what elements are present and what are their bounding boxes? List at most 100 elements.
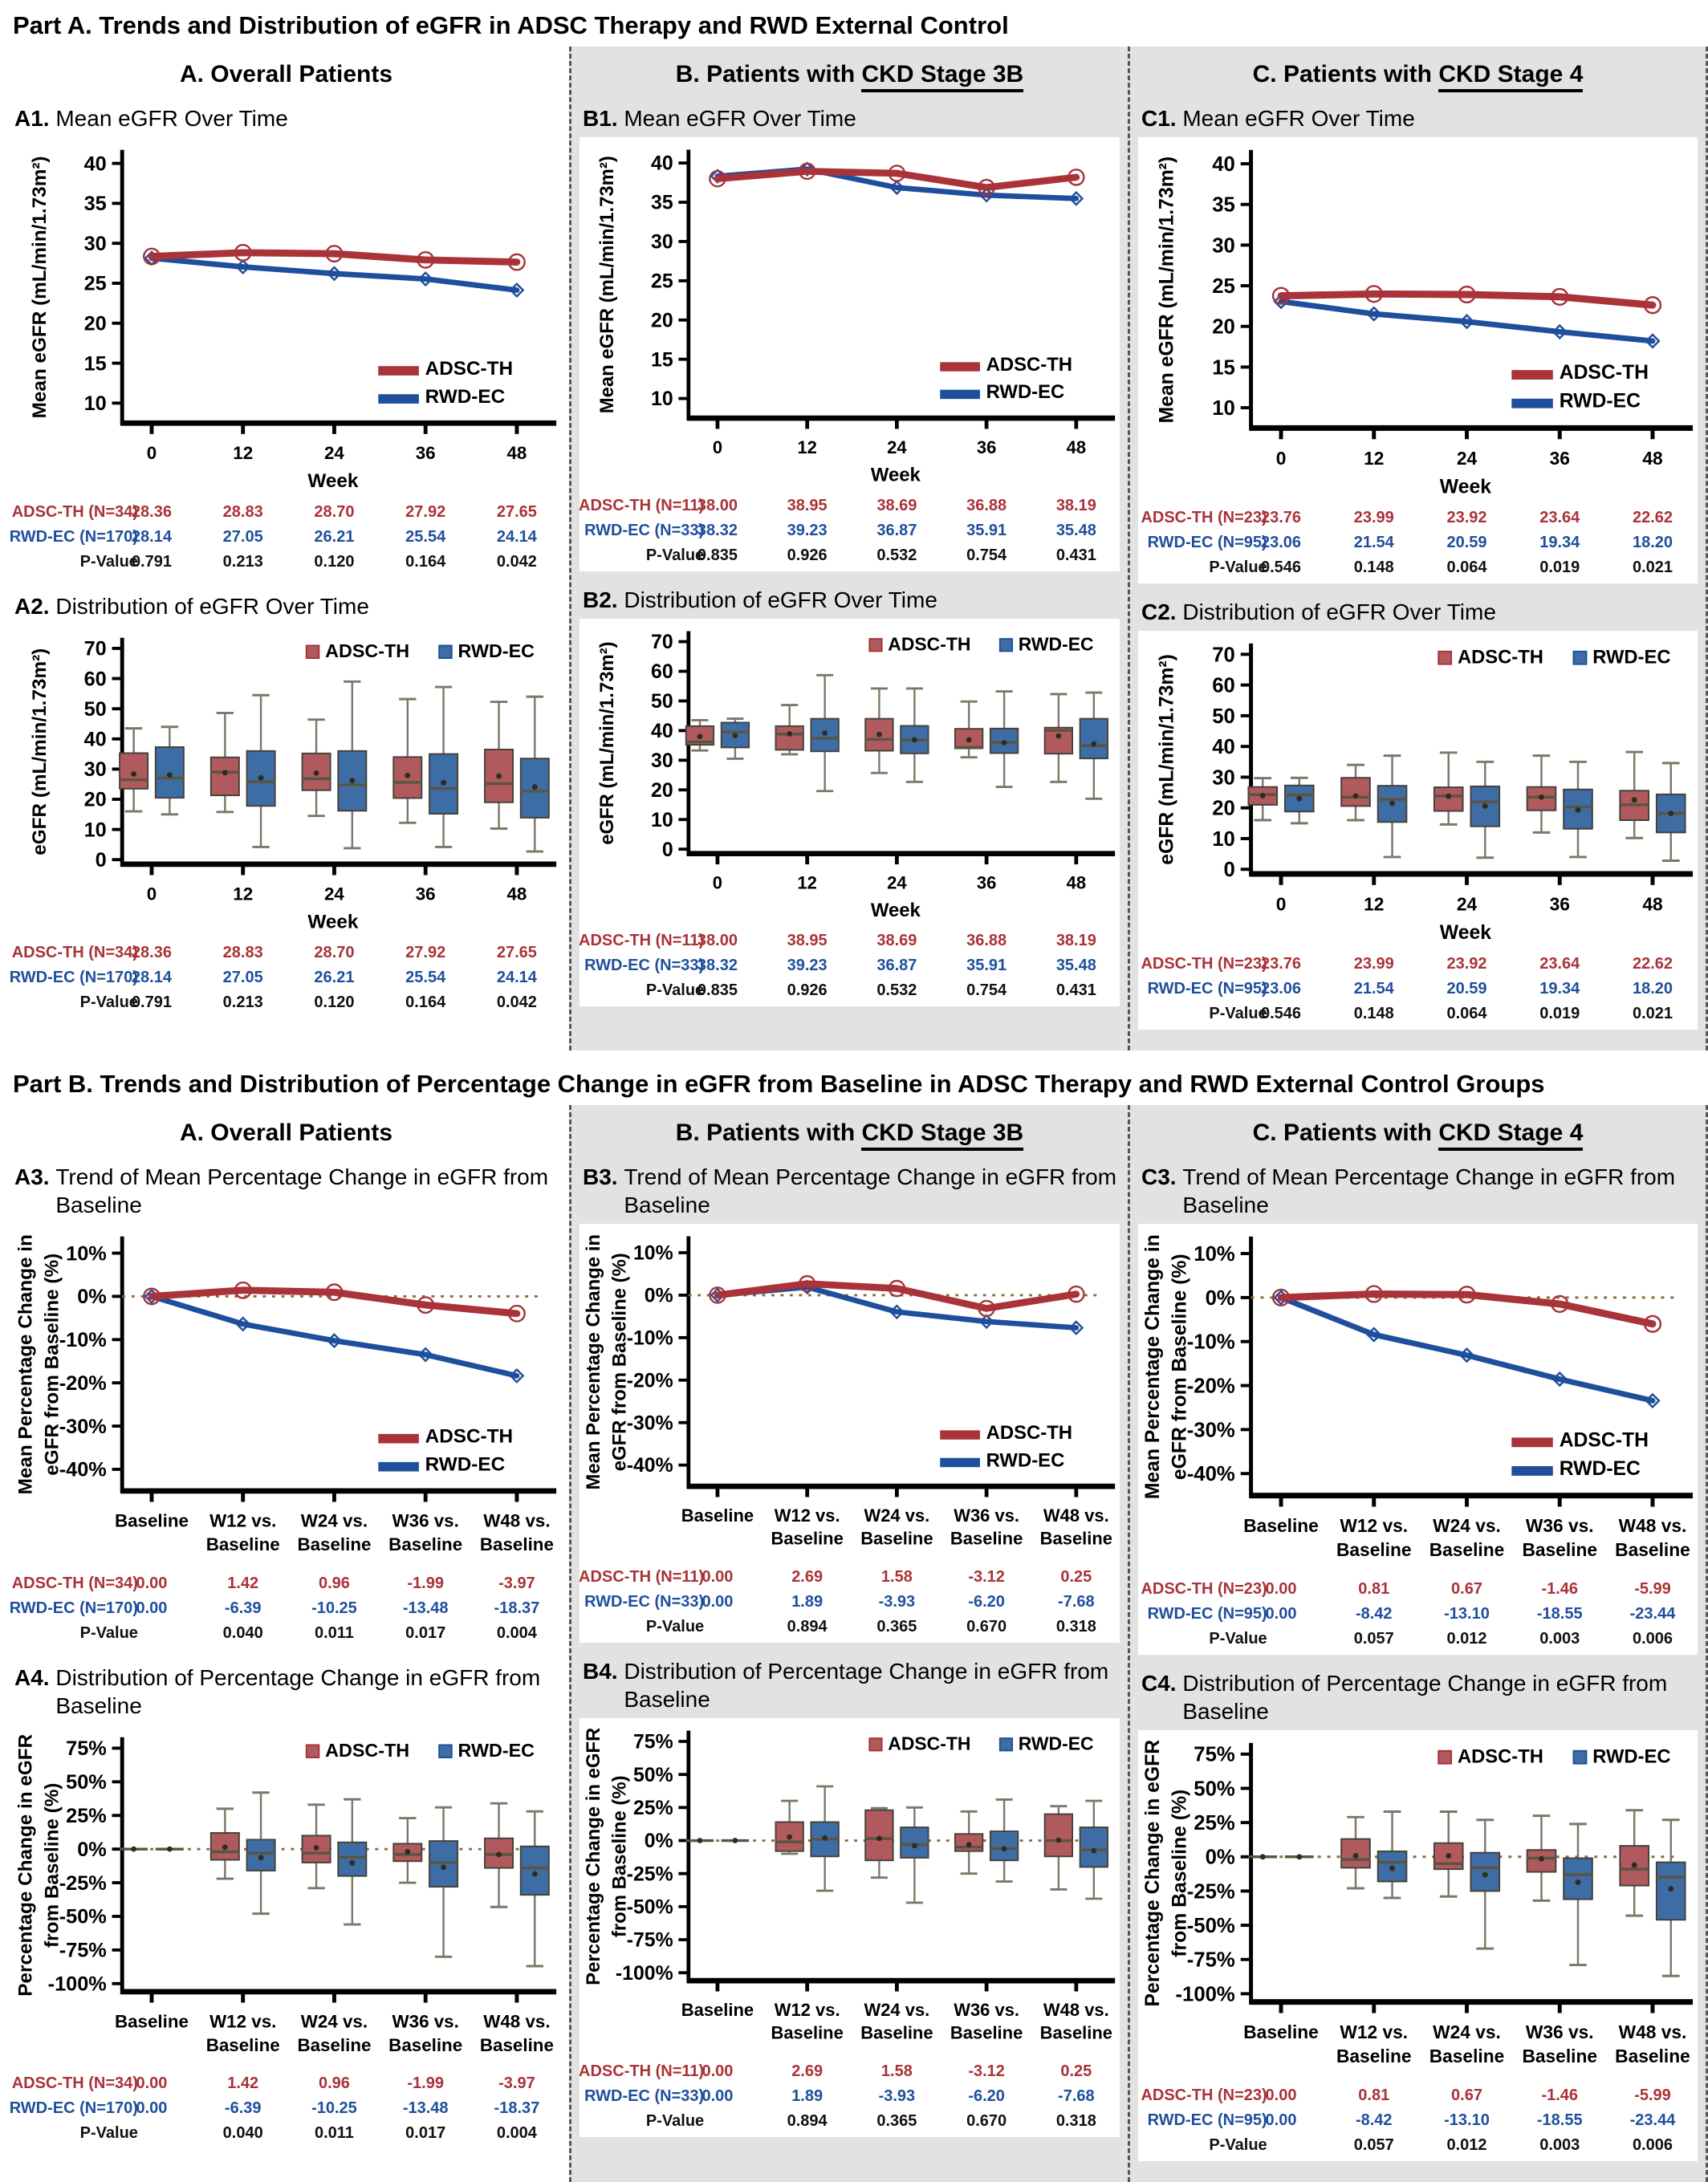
svg-text:from Baseline (%): from Baseline (%)	[41, 1782, 63, 1947]
panel-title: Mean eGFR Over Time	[624, 106, 856, 131]
svg-text:70: 70	[84, 637, 107, 660]
series-ADSC-TH	[143, 243, 526, 271]
table-cell-value: 36.88	[966, 932, 1007, 950]
svg-text:-25%: -25%	[59, 1871, 107, 1894]
svg-text:48: 48	[1642, 448, 1662, 469]
table-cell-value: -18.55	[1536, 2111, 1583, 2129]
table-row: RWD-EC (N=95) 0.00 -8.42 -13.10 -18.55 -23.44	[1140, 2108, 1696, 2133]
svg-text:50%: 50%	[66, 1771, 107, 1794]
table-cell-value: -3.12	[968, 2062, 1005, 2080]
svg-text:W12 vs.: W12 vs.	[775, 1506, 840, 1526]
table-cell-value: 27.92	[405, 502, 446, 521]
table-cell-value: 35.48	[1055, 957, 1096, 975]
table-cell-value: 0.546	[1260, 559, 1302, 577]
svg-text:-100%: -100%	[48, 1973, 107, 1995]
table-cell-value: 0.670	[966, 1618, 1007, 1636]
table-cell-value: 25.54	[405, 968, 446, 986]
table-cell-value: 0.791	[131, 552, 172, 571]
svg-text:-20%: -20%	[627, 1371, 673, 1392]
data-point-marker	[1271, 1289, 1291, 1307]
svg-text:ADSC-TH: ADSC-TH	[986, 1422, 1072, 1444]
y-axis: 10% 0% -10% -20% -30% -40%	[1187, 1237, 1254, 1499]
boxes-RWD-EC	[1283, 754, 1686, 863]
data-table-C3: ADSC-TH (N=23) 0.00 0.81 0.67 -1.46 -5.99 RWD-…	[1140, 1577, 1696, 1652]
svg-text:36: 36	[1550, 448, 1570, 469]
y-axis-label: Mean Percentage Change in eGFR from Basel…	[14, 1235, 63, 1495]
svg-text:W24 vs.: W24 vs.	[301, 1511, 368, 1531]
table-cell-value: 0.213	[222, 552, 263, 571]
table-cell-value: 35.91	[966, 957, 1007, 975]
table-row: ADSC-TH (N=11) 38.00 38.95 38.69 36.88 38.19	[579, 494, 1118, 518]
table-cell-value: 28.36	[131, 502, 172, 521]
y-axis: 70 60 50 40 30 20 10 0	[84, 637, 124, 872]
svg-text:eGFR (mL/min/1.73m²): eGFR (mL/min/1.73m²)	[1157, 655, 1178, 866]
svg-text:ADSC-TH: ADSC-TH	[1458, 1746, 1543, 1768]
table-row: RWD-EC (N=33) 0.00 1.89 -3.93 -6.20 -7.68	[581, 1590, 1118, 1615]
table-cell-value: 0.00	[136, 1574, 168, 1592]
svg-text:50%: 50%	[1194, 1778, 1235, 1800]
svg-text:ADSC-TH: ADSC-TH	[325, 640, 409, 661]
panel-card-B3: 10% 0% -10% -20% -30% -40% Baseline W12 vs. Base…	[579, 1224, 1120, 1644]
svg-text:48: 48	[506, 884, 527, 904]
table-row: ADSC-TH (N=23) 0.00 0.81 0.67 -1.46 -5.99	[1140, 2083, 1696, 2108]
table-cell-value: 27.05	[222, 968, 263, 986]
x-axis: 0 12 24 36 48 Week	[686, 851, 1116, 921]
svg-text:36: 36	[416, 443, 436, 463]
table-row-label: ADSC-TH (N=11)	[579, 1568, 705, 1587]
svg-text:W12 vs.: W12 vs.	[1340, 1516, 1408, 1537]
svg-text:0%: 0%	[645, 1831, 673, 1852]
x-axis: Baseline W12 vs. Baseline W24 vs. Baseline W3…	[681, 1484, 1116, 1549]
svg-text:30: 30	[84, 758, 107, 781]
part-a-title: Part A. Trends and Distribution of eGFR …	[0, 3, 1708, 47]
table-cell-value: -3.93	[878, 1593, 916, 1611]
table-cell-value: 22.62	[1632, 509, 1673, 527]
svg-text:W48 vs.: W48 vs.	[483, 2011, 550, 2031]
svg-text:W48 vs.: W48 vs.	[1043, 1506, 1109, 1526]
svg-text:25%: 25%	[66, 1805, 107, 1827]
data-point-marker	[1271, 286, 1291, 305]
panel-label-prefix: C3.	[1141, 1164, 1183, 1190]
svg-text:-25%: -25%	[627, 1863, 673, 1885]
table-row-label: ADSC-TH (N=11)	[579, 496, 705, 514]
table-row: ADSC-TH (N=34) 0.00 1.42 0.96 -1.99 -3.97	[12, 2071, 559, 2096]
table-cell-value: 28.70	[314, 502, 355, 521]
x-axis-label: Week	[307, 470, 359, 492]
chart-B4: 75% 50% 25% 0% -25% -50% -75% -100% Baseline W12 …	[583, 1728, 1116, 2043]
panel-card-C2: 70 60 50 40 30 20 10 0 0 12 24 36 48 Week eGFR (mL/min…	[1138, 631, 1698, 1030]
svg-text:Baseline: Baseline	[1243, 1516, 1319, 1537]
svg-text:W36 vs.: W36 vs.	[954, 2000, 1019, 2020]
svg-text:Baseline: Baseline	[388, 1534, 462, 1554]
column-header-text: A. Overall Patients	[179, 61, 393, 87]
data-point-marker	[1458, 314, 1475, 330]
series-ADSC-TH	[143, 1282, 526, 1323]
y-axis-label: Mean Percentage Change in eGFR from Basel…	[1142, 1235, 1191, 1500]
table-cell-value: 38.19	[1055, 932, 1096, 950]
legend: ADSC-TH RWD-EC	[378, 1426, 513, 1476]
table-cell-value: 23.06	[1260, 534, 1302, 552]
legend: ADSC-TH RWD-EC	[1511, 362, 1649, 412]
boxes-ADSC-TH	[1248, 1809, 1650, 1917]
panel-label-prefix: C4.	[1141, 1671, 1183, 1696]
svg-text:40: 40	[651, 721, 673, 742]
data-point-marker	[325, 1283, 344, 1302]
data-table-A2: ADSC-TH (N=34) 28.36 28.83 28.70 27.92 27.65 R…	[10, 941, 559, 1015]
data-point-marker	[417, 271, 433, 287]
table-cell-value: -7.68	[1058, 1593, 1095, 1611]
svg-text:Baseline: Baseline	[1429, 2046, 1505, 2066]
x-axis-label: Week	[871, 900, 921, 921]
svg-text:RWD-EC: RWD-EC	[986, 381, 1065, 403]
table-row-label: RWD-EC (N=170)	[9, 1599, 138, 1617]
svg-text:Baseline: Baseline	[950, 2023, 1023, 2043]
table-row-label: P-Value	[79, 1623, 138, 1642]
table-row-label: RWD-EC (N=33)	[584, 521, 705, 539]
panel-label-B2: B2. Distribution of eGFR Over Time	[580, 578, 1120, 619]
svg-text:RWD-EC: RWD-EC	[986, 1450, 1065, 1472]
legend: ADSC-TH RWD-EC	[1511, 1430, 1649, 1480]
svg-text:25: 25	[1212, 275, 1235, 298]
data-point-marker	[1068, 1286, 1085, 1303]
svg-text:W48 vs.: W48 vs.	[1619, 2021, 1687, 2042]
table-row-label: P-Value	[79, 552, 138, 571]
data-point-marker	[234, 243, 252, 262]
svg-text:-25%: -25%	[1187, 1880, 1235, 1903]
